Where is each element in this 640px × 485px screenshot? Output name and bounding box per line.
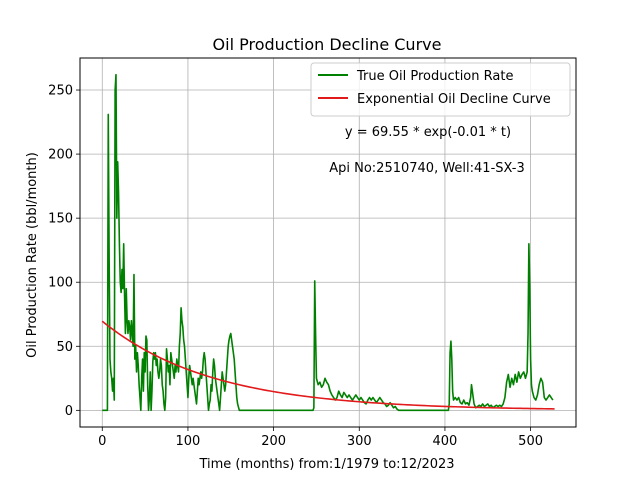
x-tick-label: 0 <box>98 434 106 449</box>
y-tick-label: 0 <box>65 404 73 419</box>
x-tick-label: 300 <box>347 434 372 449</box>
well-annotation: Api No:2510740, Well:41-SX-3 <box>329 161 525 176</box>
x-tick-label: 500 <box>518 434 543 449</box>
x-tick-label: 200 <box>261 434 286 449</box>
true-production-rate-line <box>102 73 554 412</box>
grid <box>80 58 576 427</box>
plot-frame <box>79 57 577 428</box>
y-tick-label: 200 <box>48 148 73 163</box>
x-tick-label: 100 <box>176 434 201 449</box>
y-tick-label: 250 <box>48 84 73 99</box>
ticks: 0 100 200 300 400 500 0 50 100 150 200 250 <box>48 84 543 449</box>
x-tick-label: 400 <box>433 434 458 449</box>
y-tick-label: 50 <box>56 340 73 355</box>
legend: True Oil Production Rate Exponential Oil… <box>310 62 571 117</box>
y-tick-label: 150 <box>48 212 73 227</box>
chart-title: Oil Production Decline Curve <box>213 35 442 54</box>
y-axis-label: Oil Production Rate (bbl/month) <box>25 152 40 358</box>
exponential-decline-curve-line <box>101 320 555 410</box>
equation-annotation: y = 69.55 * exp(-0.01 * t) <box>345 125 511 140</box>
legend-label-true-rate: True Oil Production Rate <box>356 69 513 84</box>
legend-box <box>310 62 571 117</box>
legend-label-decline-curve: Exponential Oil Decline Curve <box>357 92 551 107</box>
series-layer <box>101 73 555 412</box>
x-axis-label: Time (months) from:1/1979 to:12/2023 <box>198 457 454 472</box>
y-tick-label: 100 <box>48 276 73 291</box>
